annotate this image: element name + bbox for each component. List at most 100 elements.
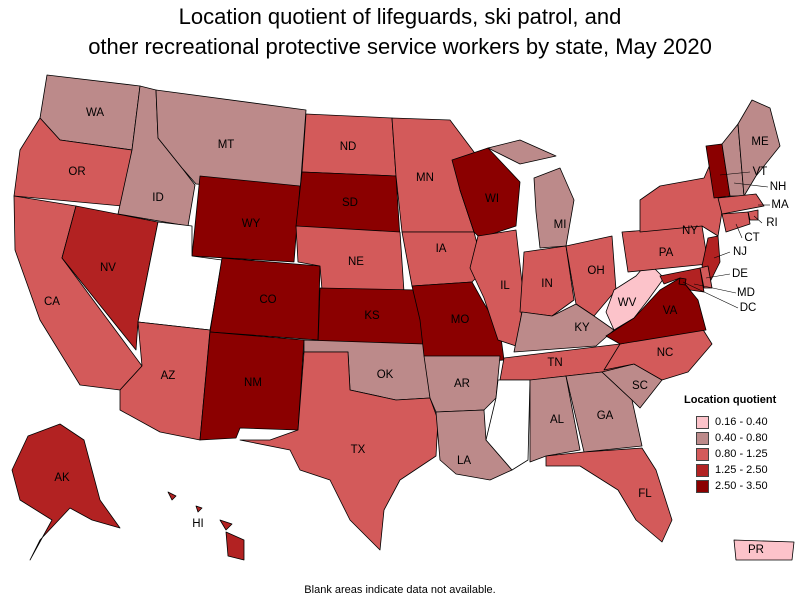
state-ma	[717, 193, 765, 215]
state-nv	[61, 205, 159, 351]
legend-swatch	[696, 431, 709, 445]
legend-item: 0.80 - 1.25	[684, 446, 794, 462]
leader-line-dc	[682, 281, 739, 309]
state-la	[435, 409, 513, 481]
state-label-wa: WA	[86, 107, 104, 119]
legend-label: 0.40 - 0.80	[715, 432, 768, 444]
map-title-line1: Location quotient of lifeguards, ski pat…	[178, 4, 622, 29]
state-label-oh: OH	[587, 265, 604, 277]
state-label-pa: PA	[659, 247, 674, 259]
legend-item: 0.40 - 0.80	[684, 430, 794, 446]
leader-line-ct	[735, 223, 743, 239]
state-label-az: AZ	[161, 370, 176, 382]
state-wi	[451, 147, 521, 239]
state-label-pr: PR	[748, 544, 764, 556]
state-label-ca: CA	[44, 296, 60, 308]
state-label-nh: NH	[770, 181, 787, 193]
leader-line-ri	[753, 215, 763, 224]
state-label-me: ME	[751, 136, 769, 148]
legend-label: 2.50 - 3.50	[715, 480, 768, 492]
legend-label: 0.16 - 0.40	[715, 416, 768, 428]
state-label-hi: HI	[192, 518, 204, 530]
state-ky	[513, 303, 615, 353]
state-label-ak: AK	[54, 472, 70, 484]
legend-label: 1.25 - 2.50	[715, 464, 768, 476]
legend-swatch	[696, 479, 709, 493]
legend-swatch	[696, 463, 709, 477]
state-fl	[545, 447, 673, 543]
state-ct	[721, 211, 751, 233]
state-tx	[239, 351, 439, 551]
state-label-nj: NJ	[733, 246, 747, 258]
leader-line-nh	[733, 182, 769, 188]
state-label-ok: OK	[377, 369, 394, 381]
leader-line-md	[693, 283, 737, 294]
state-wy	[191, 175, 301, 263]
state-label-co: CO	[259, 294, 276, 306]
state-ia	[401, 231, 485, 287]
state-label-fl: FL	[638, 488, 652, 500]
state-label-mi: MI	[554, 219, 567, 231]
state-label-ma: MA	[771, 199, 789, 211]
state-label-nm: NM	[244, 377, 262, 389]
state-label-ny: NY	[682, 225, 698, 237]
legend-item: 0.16 - 0.40	[684, 414, 794, 430]
state-label-nc: NC	[657, 347, 674, 359]
state-label-ia: IA	[436, 243, 447, 255]
state-label-ky: KY	[574, 322, 590, 334]
state-label-wi: WI	[485, 193, 499, 205]
state-oh	[565, 235, 617, 317]
state-label-sc: SC	[632, 380, 648, 392]
state-il	[469, 229, 525, 347]
state-label-ne: NE	[348, 256, 364, 268]
state-label-ks: KS	[364, 310, 380, 322]
legend-item: 2.50 - 3.50	[684, 478, 794, 494]
state-label-ct: CT	[744, 232, 759, 244]
state-label-la: LA	[457, 455, 471, 467]
state-label-al: AL	[550, 414, 565, 426]
map-title: Location quotient of lifeguards, ski pat…	[0, 2, 800, 62]
footnote: Blank areas indicate data not available.	[304, 584, 496, 596]
state-label-il: IL	[500, 280, 510, 292]
state-label-or: OR	[68, 166, 85, 178]
state-pr	[733, 539, 795, 561]
state-label-in: IN	[541, 278, 553, 290]
legend: Location quotient 0.16 - 0.40 0.40 - 0.80…	[684, 394, 794, 494]
legend-label: 0.80 - 1.25	[715, 448, 768, 460]
state-dc	[678, 277, 687, 286]
state-label-ga: GA	[597, 410, 614, 422]
state-label-nv: NV	[100, 262, 116, 274]
state-label-wy: WY	[242, 218, 261, 230]
state-label-tx: TX	[351, 444, 366, 456]
legend-title: Location quotient	[684, 394, 777, 406]
state-label-dc: DC	[740, 302, 757, 314]
legend-swatch	[696, 415, 709, 429]
leader-line-nj	[713, 251, 731, 259]
state-label-va: VA	[663, 305, 678, 317]
state-in	[519, 245, 575, 317]
state-label-de: DE	[732, 268, 748, 280]
state-al	[529, 375, 581, 463]
state-label-mo: MO	[451, 314, 470, 326]
state-label-md: MD	[737, 287, 755, 299]
state-label-ri: RI	[766, 217, 778, 229]
state-label-nd: ND	[340, 141, 357, 153]
leader-line-vt	[719, 171, 751, 176]
state-label-wv: WV	[618, 297, 637, 309]
state-label-sd: SD	[342, 197, 358, 209]
leader-line-de	[705, 273, 731, 279]
map-title-line2: other recreational protective service wo…	[88, 34, 712, 59]
state-label-vt: VT	[753, 166, 768, 178]
legend-swatch	[696, 447, 709, 461]
state-hi	[167, 491, 245, 561]
state-ak	[11, 423, 121, 561]
state-label-id: ID	[152, 192, 164, 204]
state-label-tn: TN	[547, 357, 562, 369]
state-label-ar: AR	[454, 378, 470, 390]
state-label-mt: MT	[218, 139, 235, 151]
legend-item: 1.25 - 2.50	[684, 462, 794, 478]
state-wv	[605, 261, 665, 331]
state-mt	[155, 89, 307, 193]
state-label-mn: MN	[416, 172, 434, 184]
